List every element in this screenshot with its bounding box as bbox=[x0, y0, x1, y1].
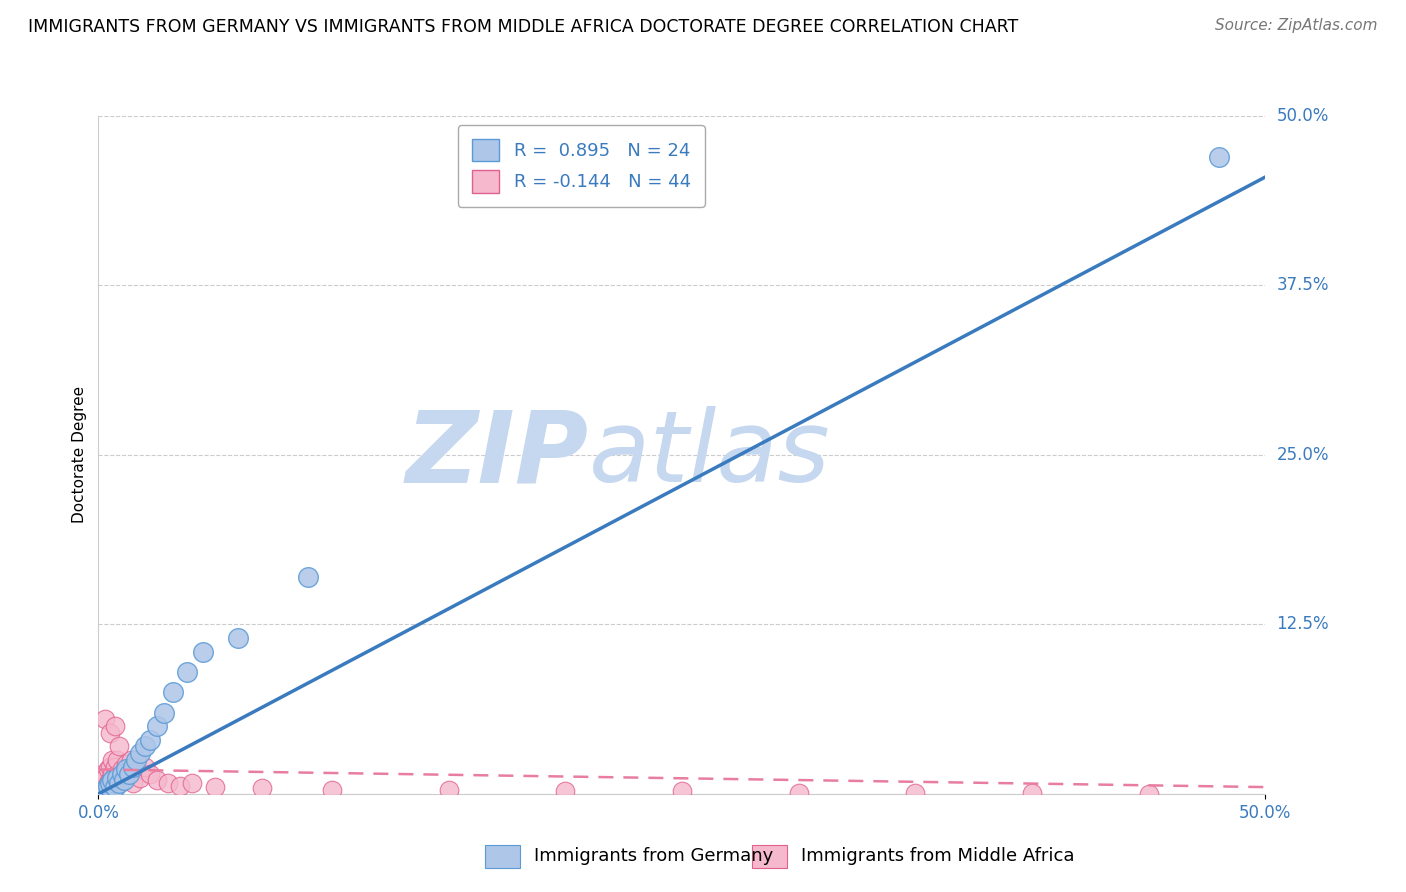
Point bbox=[118, 766, 141, 780]
Point bbox=[97, 779, 120, 793]
Point bbox=[90, 776, 112, 790]
Point bbox=[104, 719, 127, 733]
Point bbox=[125, 753, 148, 767]
Point bbox=[139, 766, 162, 780]
Point bbox=[129, 771, 152, 785]
Point bbox=[180, 776, 202, 790]
Y-axis label: Doctorate Degree: Doctorate Degree bbox=[72, 386, 87, 524]
Point bbox=[157, 776, 180, 790]
Point bbox=[152, 706, 174, 720]
Point bbox=[1208, 150, 1230, 164]
Text: 50.0%: 50.0% bbox=[1277, 107, 1329, 125]
Point bbox=[108, 776, 131, 790]
Point bbox=[321, 782, 343, 797]
Point bbox=[94, 771, 117, 785]
Legend: R =  0.895   N = 24, R = -0.144   N = 44: R = 0.895 N = 24, R = -0.144 N = 44 bbox=[457, 125, 704, 207]
Point bbox=[228, 631, 250, 645]
Point bbox=[91, 784, 114, 798]
Point bbox=[118, 766, 141, 780]
Point bbox=[98, 773, 121, 788]
Text: IMMIGRANTS FROM GERMANY VS IMMIGRANTS FROM MIDDLE AFRICA DOCTORATE DEGREE CORREL: IMMIGRANTS FROM GERMANY VS IMMIGRANTS FR… bbox=[28, 18, 1018, 36]
Point bbox=[97, 776, 120, 790]
Point bbox=[115, 763, 138, 777]
Text: 37.5%: 37.5% bbox=[1277, 277, 1329, 294]
Point bbox=[146, 773, 169, 788]
Text: 12.5%: 12.5% bbox=[1277, 615, 1329, 633]
Point bbox=[108, 773, 131, 788]
Point bbox=[112, 771, 135, 785]
Point bbox=[122, 776, 145, 790]
Point bbox=[97, 763, 120, 777]
Point bbox=[105, 766, 128, 780]
Point bbox=[104, 776, 127, 790]
Point bbox=[125, 763, 148, 777]
Point bbox=[101, 753, 124, 767]
Point bbox=[1137, 787, 1160, 801]
Point bbox=[146, 719, 169, 733]
Text: Immigrants from Germany: Immigrants from Germany bbox=[534, 847, 773, 865]
Point bbox=[105, 771, 128, 785]
Text: 25.0%: 25.0% bbox=[1277, 446, 1329, 464]
Point bbox=[787, 785, 810, 799]
Point bbox=[139, 732, 162, 747]
Point bbox=[101, 766, 124, 780]
Text: atlas: atlas bbox=[589, 407, 830, 503]
Point bbox=[105, 753, 128, 767]
Point bbox=[671, 784, 693, 798]
Text: Source: ZipAtlas.com: Source: ZipAtlas.com bbox=[1215, 18, 1378, 33]
Point bbox=[111, 763, 134, 777]
Point bbox=[193, 644, 215, 658]
Point bbox=[98, 776, 121, 790]
Point bbox=[169, 779, 191, 793]
Point bbox=[297, 570, 319, 584]
Point bbox=[904, 785, 927, 799]
Point bbox=[250, 781, 273, 796]
Point bbox=[94, 780, 117, 794]
Point bbox=[437, 782, 460, 797]
Point bbox=[554, 784, 576, 798]
Point bbox=[134, 739, 156, 754]
Point bbox=[112, 773, 135, 788]
Point bbox=[104, 760, 127, 774]
Point bbox=[162, 685, 184, 699]
Point bbox=[122, 760, 145, 774]
Point bbox=[104, 780, 127, 794]
Point bbox=[115, 757, 138, 772]
Text: Immigrants from Middle Africa: Immigrants from Middle Africa bbox=[801, 847, 1076, 865]
Point bbox=[129, 746, 152, 760]
Point bbox=[94, 712, 117, 726]
Point bbox=[98, 760, 121, 774]
Point bbox=[1021, 785, 1043, 799]
Text: ZIP: ZIP bbox=[405, 407, 589, 503]
Point bbox=[111, 766, 134, 780]
Point bbox=[91, 773, 114, 788]
Point bbox=[98, 726, 121, 740]
Point bbox=[176, 665, 198, 679]
Point bbox=[101, 773, 124, 788]
Point bbox=[91, 766, 114, 780]
Point bbox=[204, 780, 226, 794]
Point bbox=[134, 760, 156, 774]
Point bbox=[120, 753, 142, 767]
Point bbox=[108, 739, 131, 754]
